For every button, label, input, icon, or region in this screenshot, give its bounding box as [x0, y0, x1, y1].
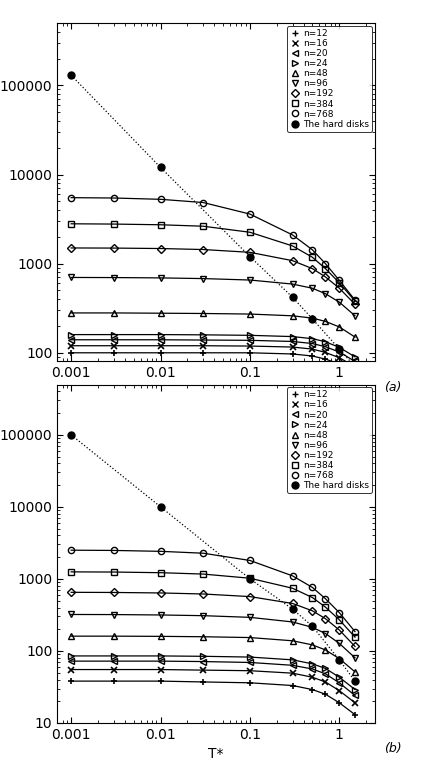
X-axis label: T*: T* [208, 386, 224, 400]
Legend: n=12, n=16, n=20, n=24, n=48, n=96, n=192, n=384, n=768, The hard disks: n=12, n=16, n=20, n=24, n=48, n=96, n=19… [287, 26, 372, 131]
X-axis label: T*: T* [208, 747, 224, 761]
Text: (a): (a) [384, 381, 401, 394]
Legend: n=12, n=16, n=20, n=24, n=48, n=96, n=192, n=384, n=768, The hard disks: n=12, n=16, n=20, n=24, n=48, n=96, n=19… [287, 388, 372, 493]
Text: (b): (b) [384, 742, 401, 755]
